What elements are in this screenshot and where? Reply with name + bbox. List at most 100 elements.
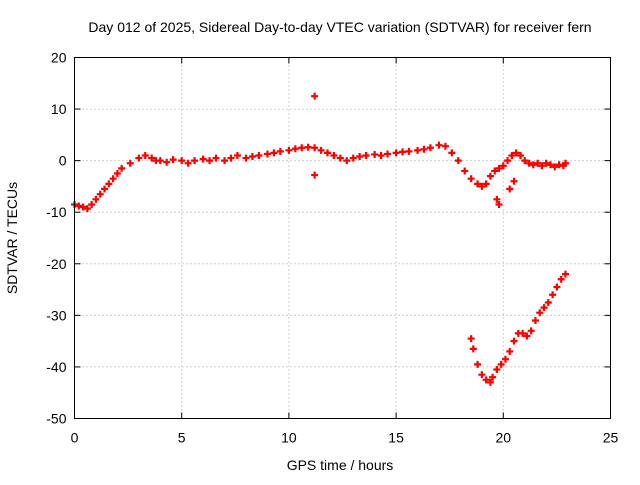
data-point xyxy=(113,170,121,178)
data-point xyxy=(467,175,475,183)
data-point xyxy=(504,157,512,165)
data-point xyxy=(371,150,379,158)
data-point xyxy=(493,366,501,374)
data-point xyxy=(467,335,475,343)
y-tick-label: 10 xyxy=(51,101,67,117)
data-point xyxy=(248,153,256,161)
data-point xyxy=(508,151,516,159)
x-tick-label: 0 xyxy=(71,430,79,446)
data-point xyxy=(255,151,263,159)
data-point xyxy=(276,147,284,155)
data-point xyxy=(405,147,413,155)
data-point xyxy=(534,159,542,167)
data-point xyxy=(516,151,524,159)
data-point xyxy=(126,159,134,167)
data-point xyxy=(493,195,501,203)
data-point xyxy=(79,203,87,211)
data-point xyxy=(184,159,192,167)
data-point xyxy=(384,150,392,158)
data-point xyxy=(362,151,370,159)
x-tick-label: 20 xyxy=(496,430,512,446)
data-point xyxy=(478,371,486,379)
data-point xyxy=(549,291,557,299)
data-point xyxy=(92,195,100,203)
chart-title: Day 012 of 2025, Sidereal Day-to-day VTE… xyxy=(88,19,591,35)
data-point xyxy=(529,161,537,169)
data-point xyxy=(497,360,505,368)
data-point xyxy=(141,151,149,159)
series-main-track xyxy=(71,141,569,213)
data-point xyxy=(109,175,117,183)
y-tick-label: -10 xyxy=(46,204,66,220)
data-point xyxy=(454,157,462,165)
data-point xyxy=(311,92,319,100)
data-point xyxy=(506,185,514,193)
data-point xyxy=(501,355,509,363)
data-point xyxy=(291,145,299,153)
data-point xyxy=(227,154,235,162)
y-axis-label: SDTVAR / TECUs xyxy=(4,182,20,294)
data-point xyxy=(478,182,486,190)
data-point xyxy=(461,167,469,175)
data-point xyxy=(519,329,527,337)
data-point xyxy=(527,327,535,335)
data-point xyxy=(536,309,544,317)
data-point xyxy=(525,159,533,167)
data-point xyxy=(414,146,422,154)
data-point xyxy=(191,157,199,165)
y-tick-label: -50 xyxy=(46,411,66,427)
data-point xyxy=(88,200,96,208)
data-point xyxy=(474,360,482,368)
data-point xyxy=(435,141,443,149)
data-point xyxy=(495,200,503,208)
data-point xyxy=(242,154,250,162)
y-tick-label: -20 xyxy=(46,256,66,272)
data-point xyxy=(298,144,306,152)
data-point xyxy=(551,163,559,171)
y-tick-label: -30 xyxy=(46,307,66,323)
data-point xyxy=(486,378,494,386)
data-point xyxy=(96,190,104,198)
data-point xyxy=(221,157,229,165)
data-point xyxy=(317,146,325,154)
grid-lines xyxy=(74,57,611,419)
data-point xyxy=(489,373,497,381)
y-tick-label: 0 xyxy=(59,153,67,169)
data-point xyxy=(540,304,548,312)
y-tick-label: 20 xyxy=(51,50,67,66)
data-points xyxy=(71,92,569,386)
data-point xyxy=(156,157,164,165)
data-point xyxy=(105,180,113,188)
series-outliers xyxy=(311,92,518,208)
series-lower-arc xyxy=(467,270,569,386)
data-point xyxy=(495,164,503,172)
data-point xyxy=(199,155,207,163)
data-point xyxy=(178,157,186,165)
y-tick-labels: -50 -40 -30 -20 -10 0 10 20 xyxy=(46,50,66,427)
data-point xyxy=(531,317,539,325)
data-point xyxy=(544,298,552,306)
x-tick-label: 5 xyxy=(178,430,186,446)
data-point xyxy=(482,180,490,188)
data-point xyxy=(135,154,143,162)
data-point xyxy=(270,149,278,157)
data-point xyxy=(311,144,319,152)
data-point xyxy=(491,167,499,175)
data-point xyxy=(336,154,344,162)
data-point xyxy=(506,347,514,355)
data-point xyxy=(83,205,91,213)
data-point xyxy=(510,177,518,185)
x-tick-label: 15 xyxy=(388,430,404,446)
data-point xyxy=(163,158,171,166)
data-point xyxy=(482,376,490,384)
data-point xyxy=(546,161,554,169)
data-point xyxy=(420,145,428,153)
axis-ticks xyxy=(74,57,611,419)
data-point xyxy=(557,275,565,283)
data-point xyxy=(474,180,482,188)
data-point xyxy=(148,154,156,162)
data-point xyxy=(399,148,407,156)
data-point xyxy=(469,345,477,353)
